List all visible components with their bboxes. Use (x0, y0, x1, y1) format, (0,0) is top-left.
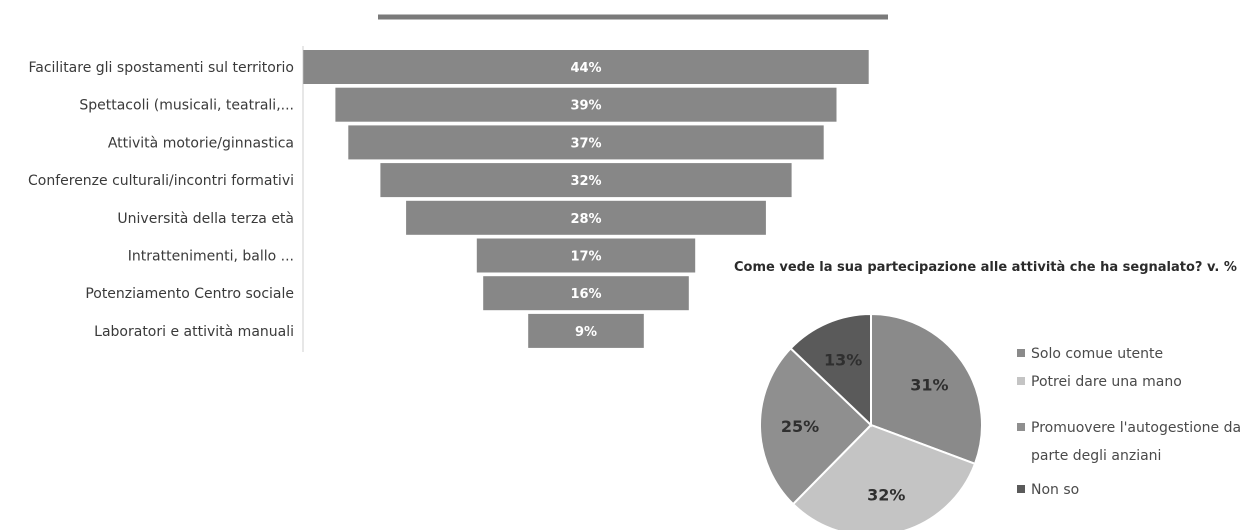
legend-swatch (1017, 423, 1025, 431)
bar-value-label: 17% (570, 250, 601, 265)
bar (348, 125, 824, 160)
bar (335, 87, 837, 122)
pie-slice-label: 32% (867, 485, 905, 504)
legend-swatch (1017, 485, 1025, 493)
bar (476, 238, 696, 273)
category-label: Attività motorie/ginnastica (108, 135, 294, 151)
category-label: Università della terza età (117, 211, 294, 227)
legend-label: Promuovere l'autogestione da parte degli … (1031, 420, 1241, 464)
legend-swatch (1017, 377, 1025, 385)
category-label: Facilitare gli spostamenti sul territori… (28, 60, 294, 76)
pie-slice (870, 312, 983, 466)
bar-value-label: 32% (570, 174, 601, 189)
pie-slice (791, 423, 977, 530)
bar (406, 200, 766, 235)
pie-slice (759, 346, 873, 506)
bar-value-label: 16% (570, 287, 601, 302)
pie-slice (789, 312, 872, 428)
pie-chart-title: Come vede la sua partecipazione alle att… (734, 260, 1237, 275)
pie-legend: Solo comue utente Potrei dare una mano Pro… (1017, 346, 1241, 498)
bar-value-label: 37% (570, 136, 601, 151)
legend-swatch (1017, 349, 1025, 357)
bar (380, 163, 792, 198)
pie-slice-label: 13% (824, 351, 862, 370)
category-label: Conferenze culturali/incontri formativi (28, 173, 294, 189)
pie-chart: Come vede la sua partecipazione alle att… (734, 260, 1237, 530)
category-label: Potenziamento Centro sociale (85, 286, 294, 302)
bar (528, 313, 644, 348)
bar (483, 276, 689, 311)
category-label: Intrattenimenti, ballo ... (128, 249, 294, 265)
category-label: Laboratori e attività manuali (94, 324, 294, 340)
pie-slice-label: 25% (781, 417, 819, 436)
category-label: Spettacoli (musicali, teatrali,... (79, 98, 294, 114)
bar-value-label: 28% (570, 212, 601, 227)
legend-label: Solo comue utente (1031, 346, 1163, 362)
bar (303, 50, 869, 84)
pie-slice-label: 31% (910, 376, 948, 395)
legend-label: Potrei dare una mano (1031, 374, 1182, 390)
bar-value-label: 9% (575, 325, 597, 340)
bar-value-label: 44% (570, 61, 601, 76)
bar-value-label: 39% (570, 99, 601, 114)
funnel-bar-chart: 44% Facilitare gli spostamenti sul territ… (28, 50, 869, 348)
legend-label: Non so (1031, 482, 1079, 498)
